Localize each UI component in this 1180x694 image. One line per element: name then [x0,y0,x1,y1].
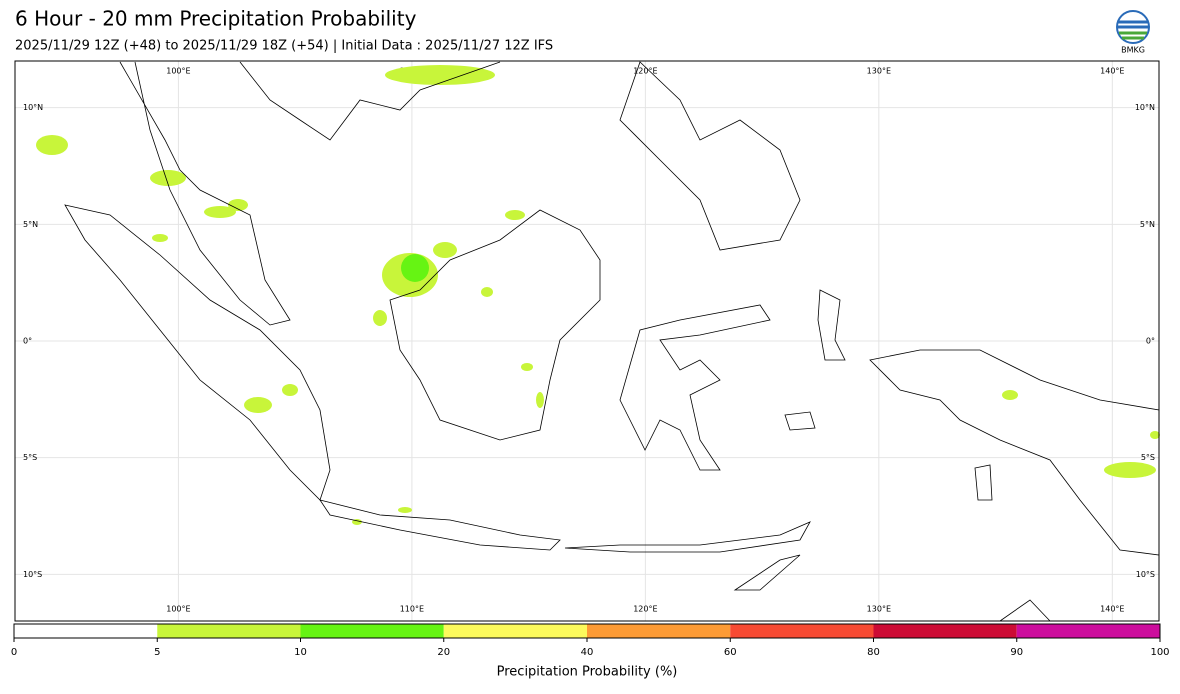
lon-label: 110°E [400,605,424,614]
lon-label: 140°E [1100,67,1124,76]
subtitle: 2025/11/29 12Z (+48) to 2025/11/29 18Z (… [15,39,553,54]
lat-label: 5°N [1140,220,1155,229]
coastlines [64,61,1160,622]
lon-label: 130°E [867,605,891,614]
colorbar-segment [157,624,301,638]
lon-label: 130°E [867,67,891,76]
colorbar-tick-label: 80 [867,647,880,658]
colorbar-segment [873,624,1017,638]
colorbar-tick-label: 10 [294,647,307,658]
colorbar-segment [730,624,874,638]
colorbar-tick-label: 40 [581,647,594,658]
lon-label: 100°E [166,67,190,76]
lat-label: 10°N [1135,103,1155,112]
lon-label: 100°E [166,605,190,614]
colorbar: 0 5 10 20 40 60 80 90 100 [11,623,1170,658]
lon-label: 120°E [633,67,657,76]
lat-label: 0° [23,337,32,346]
lat-label: 0° [1146,337,1155,346]
colorbar-tick-label: 20 [437,647,450,658]
lat-label: 5°S [1141,453,1155,462]
lat-label: 10°S [1136,570,1155,579]
colorbar-tick-label: 0 [11,647,17,658]
colorbar-segment [14,624,158,638]
lon-label: 140°E [1100,605,1124,614]
logo-text: BMKG [1121,46,1145,55]
colorbar-segment [587,624,731,638]
colorbar-segment [443,624,587,638]
precipitation [36,65,1160,525]
colorbar-segment [1016,624,1160,638]
lat-label: 10°S [23,570,42,579]
lat-label: 5°S [23,453,37,462]
lon-label: 120°E [633,605,657,614]
colorbar-tick-label: 60 [724,647,737,658]
lat-label: 10°N [23,103,43,112]
colorbar-tick-label: 90 [1010,647,1023,658]
colorbar-tick-label: 100 [1150,647,1169,658]
colorbar-label: Precipitation Probability (%) [497,665,678,680]
logo: BMKG [1116,10,1150,55]
lat-label: 5°N [23,220,38,229]
map-frame [14,60,1160,622]
colorbar-tick-label: 5 [154,647,160,658]
title: 6 Hour - 20 mm Precipitation Probability [15,7,417,31]
grid: 100°E100°E110°E110°E120°E120°E130°E130°E… [15,61,1159,621]
colorbar-segment [300,624,444,638]
